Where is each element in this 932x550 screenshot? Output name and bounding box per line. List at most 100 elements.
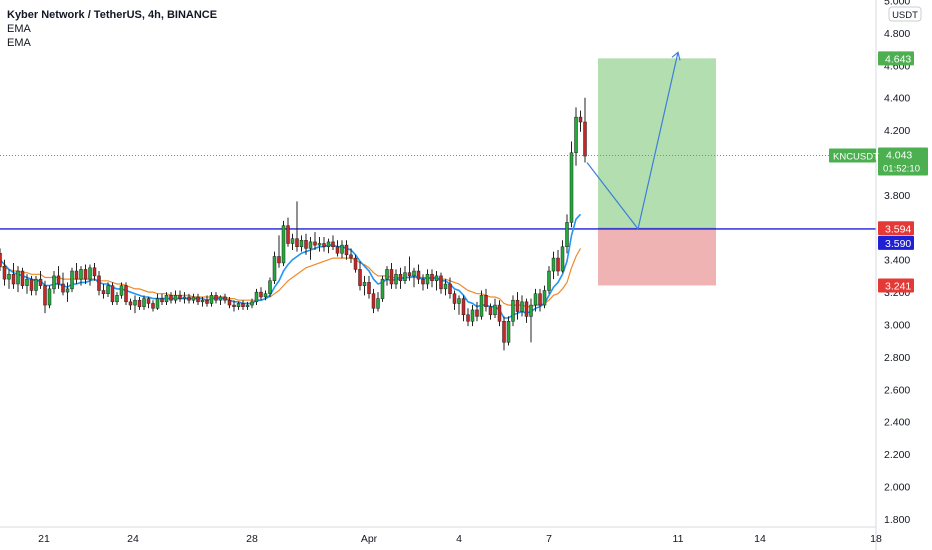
line-price-tag[interactable]: 3.590: [878, 235, 914, 250]
candle[interactable]: [425, 269, 430, 289]
candle[interactable]: [448, 277, 452, 299]
candle[interactable]: [461, 295, 466, 322]
candle[interactable]: [119, 282, 124, 299]
candle[interactable]: [25, 274, 29, 294]
candle[interactable]: [205, 295, 209, 307]
candle[interactable]: [335, 240, 340, 257]
candle[interactable]: [340, 240, 344, 259]
candle[interactable]: [371, 288, 376, 314]
candle[interactable]: [362, 275, 367, 296]
candle[interactable]: [182, 292, 187, 304]
candle[interactable]: [245, 301, 250, 310]
candle[interactable]: [497, 300, 502, 327]
candle[interactable]: [317, 237, 322, 252]
candle[interactable]: [277, 235, 281, 268]
candle[interactable]: [110, 282, 115, 306]
candle[interactable]: [263, 290, 268, 301]
candle[interactable]: [434, 271, 439, 291]
candle[interactable]: [565, 214, 569, 254]
candle[interactable]: [196, 293, 200, 306]
candle[interactable]: [583, 97, 587, 163]
candle[interactable]: [16, 266, 20, 293]
candle[interactable]: [128, 298, 133, 310]
last-price-tag[interactable]: 4.043 01:52:10: [878, 147, 928, 176]
candle[interactable]: [407, 256, 412, 281]
candle[interactable]: [466, 308, 470, 327]
candle[interactable]: [299, 235, 304, 252]
candle[interactable]: [511, 295, 515, 327]
candle[interactable]: [389, 262, 394, 289]
candle[interactable]: [115, 292, 119, 306]
candle[interactable]: [43, 280, 47, 314]
candle[interactable]: [106, 282, 110, 297]
candle[interactable]: [484, 288, 488, 312]
candle[interactable]: [70, 267, 74, 293]
candle[interactable]: [223, 293, 227, 304]
candle[interactable]: [88, 264, 92, 286]
stop-price-tag[interactable]: 3.241: [878, 278, 914, 293]
candle[interactable]: [470, 305, 475, 327]
candle[interactable]: [547, 266, 551, 294]
candle[interactable]: [187, 293, 191, 304]
candle[interactable]: [520, 295, 524, 317]
candle[interactable]: [97, 271, 101, 296]
candle[interactable]: [506, 316, 511, 346]
candle[interactable]: [439, 272, 443, 294]
candle[interactable]: [241, 300, 245, 310]
candle[interactable]: [7, 269, 11, 289]
candle[interactable]: [151, 300, 155, 312]
candle[interactable]: [502, 316, 506, 351]
candle[interactable]: [254, 288, 259, 306]
candle[interactable]: [452, 290, 457, 310]
candle[interactable]: [551, 251, 556, 280]
candle[interactable]: [79, 266, 83, 286]
entry-price-tag[interactable]: 3.594: [878, 221, 914, 236]
candle[interactable]: [92, 262, 97, 281]
candle[interactable]: [398, 267, 403, 289]
candle[interactable]: [578, 110, 583, 132]
candle[interactable]: [290, 233, 295, 250]
candle[interactable]: [281, 220, 286, 267]
candle[interactable]: [83, 264, 88, 284]
candle[interactable]: [178, 290, 182, 302]
candle[interactable]: [2, 259, 7, 286]
candle[interactable]: [155, 293, 160, 310]
candle[interactable]: [308, 237, 313, 260]
candle[interactable]: [272, 251, 277, 284]
candle[interactable]: [560, 240, 565, 273]
candle[interactable]: [259, 287, 263, 301]
candle[interactable]: [574, 107, 578, 166]
candle[interactable]: [556, 249, 560, 276]
candle[interactable]: [173, 290, 178, 304]
candle[interactable]: [47, 285, 52, 309]
candle[interactable]: [367, 275, 371, 299]
candle[interactable]: [142, 295, 146, 310]
candle[interactable]: [457, 295, 461, 315]
candle[interactable]: [124, 282, 128, 306]
candle[interactable]: [569, 141, 574, 228]
candle[interactable]: [56, 266, 61, 289]
candle[interactable]: [29, 275, 34, 296]
candle[interactable]: [529, 298, 533, 343]
candle[interactable]: [65, 282, 70, 302]
candle[interactable]: [488, 303, 493, 320]
candle[interactable]: [385, 266, 389, 286]
candle[interactable]: [232, 300, 236, 312]
candle[interactable]: [430, 269, 434, 288]
candle[interactable]: [479, 290, 484, 320]
candle[interactable]: [443, 279, 448, 296]
symbol-tag[interactable]: KNCUSDT: [829, 148, 879, 163]
candle[interactable]: [209, 292, 214, 307]
candle[interactable]: [137, 296, 142, 310]
currency-badge[interactable]: USDT: [888, 6, 922, 22]
candle[interactable]: [191, 293, 196, 304]
candle[interactable]: [214, 292, 218, 304]
candle[interactable]: [344, 240, 349, 260]
candle[interactable]: [38, 271, 43, 289]
candle[interactable]: [218, 295, 223, 306]
candle[interactable]: [376, 292, 380, 312]
price-axis[interactable]: [876, 0, 932, 550]
candle[interactable]: [200, 296, 205, 307]
candle[interactable]: [538, 288, 542, 312]
candle[interactable]: [61, 272, 65, 296]
